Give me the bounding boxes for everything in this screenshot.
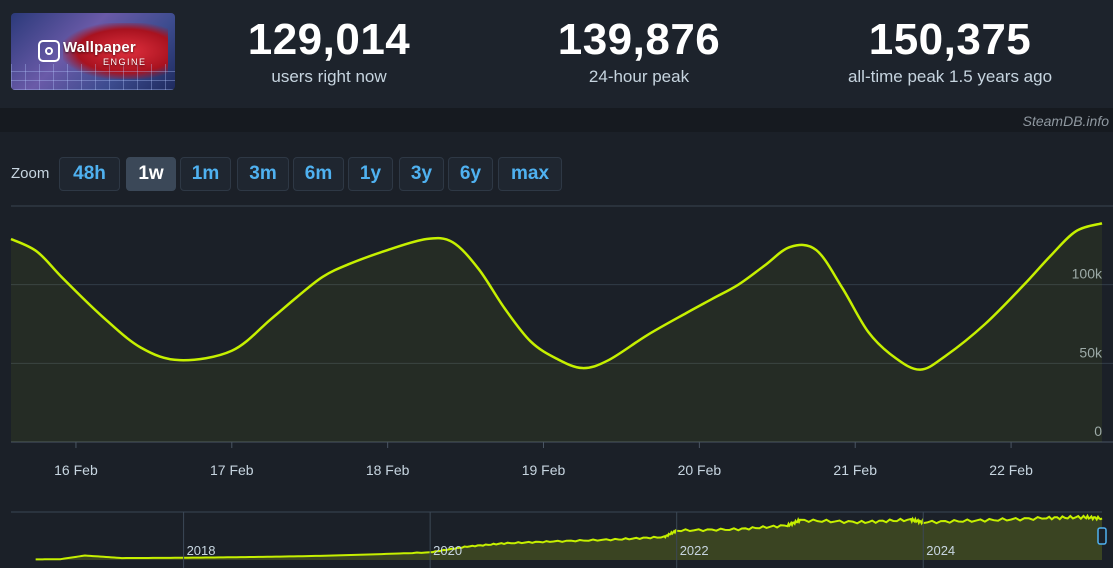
stat-value: 129,014 <box>247 15 411 64</box>
logo-grid <box>11 64 175 90</box>
stat-value: 139,876 <box>557 15 721 64</box>
zoom-6m-button[interactable]: 6m <box>293 157 344 191</box>
navigator-handle[interactable] <box>1097 527 1107 545</box>
logo-subtitle: ENGINE <box>103 57 147 67</box>
stat-value: 150,375 <box>868 15 1032 64</box>
zoom-max-button[interactable]: max <box>498 157 562 191</box>
zoom-6y-button[interactable]: 6y <box>448 157 493 191</box>
navigator-area <box>35 515 1102 560</box>
car-image <box>63 23 168 79</box>
y-tick-label: 0 <box>1094 423 1102 439</box>
x-tick-label: 17 Feb <box>210 462 254 478</box>
x-tick-label: 20 Feb <box>678 462 722 478</box>
zoom-label: Zoom <box>11 165 50 182</box>
zoom-48h-button[interactable]: 48h <box>59 157 120 191</box>
zoom-1w-button[interactable]: 1w <box>126 157 176 191</box>
series-area <box>11 223 1102 442</box>
navigator-year-label: 2022 <box>680 543 709 558</box>
zoom-1m-button[interactable]: 1m <box>180 157 231 191</box>
zoom-3m-button[interactable]: 3m <box>237 157 289 191</box>
zoom-3y-button[interactable]: 3y <box>399 157 444 191</box>
logo-title: Wallpaper <box>63 39 136 56</box>
x-tick-label: 18 Feb <box>366 462 410 478</box>
credit-band <box>0 108 1113 132</box>
stat-label: 24-hour peak <box>588 67 690 86</box>
x-tick-label: 22 Feb <box>989 462 1033 478</box>
navigator-year-label: 2018 <box>187 543 216 558</box>
stat-label: users right now <box>271 67 387 86</box>
wallpaper-engine-icon <box>38 40 60 62</box>
zoom-1y-button[interactable]: 1y <box>348 157 393 191</box>
navigator-year-label: 2024 <box>926 543 955 558</box>
stat-label: all-time peak 1.5 years ago <box>847 67 1053 86</box>
navigator-year-label: 2020 <box>433 543 462 558</box>
app-logo[interactable]: Wallpaper ENGINE <box>11 13 175 90</box>
x-tick-label: 21 Feb <box>833 462 877 478</box>
credit-text: SteamDB.info <box>1022 113 1109 129</box>
series-line <box>10 222 1103 371</box>
header-bar <box>0 0 1113 108</box>
x-tick-label: 19 Feb <box>522 462 566 478</box>
x-tick-label: 16 Feb <box>54 462 98 478</box>
y-tick-label: 50k <box>1079 344 1103 360</box>
stat-24h-peak: 139,876 24-hour peak <box>539 16 739 88</box>
y-tick-label: 100k <box>1072 266 1103 282</box>
stat-all-time-peak: 150,375 all-time peak 1.5 years ago <box>818 16 1082 88</box>
stat-current-players: 129,014 users right now <box>229 16 429 88</box>
